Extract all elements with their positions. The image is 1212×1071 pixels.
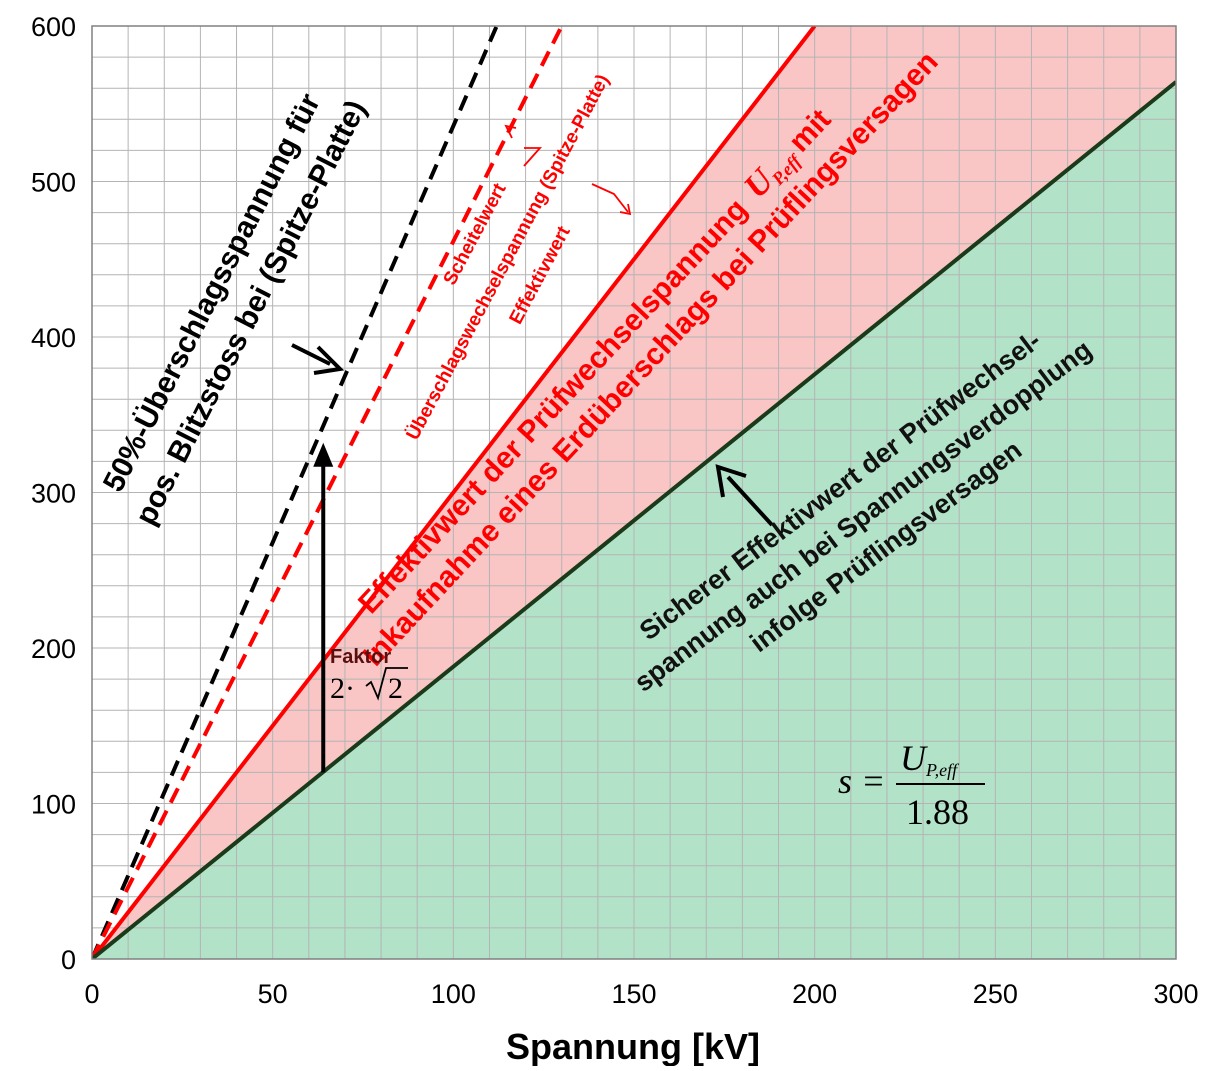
x-tick-label: 100: [431, 979, 476, 1009]
y-tick-label: 0: [61, 945, 76, 975]
x-tick-label: 150: [611, 979, 656, 1009]
y-tick-label: 600: [31, 12, 76, 42]
x-tick-label: 50: [258, 979, 288, 1009]
y-tick-label: 500: [31, 168, 76, 198]
x-tick-label: 300: [1153, 979, 1198, 1009]
faktor-expression: 2·: [330, 672, 355, 705]
impulse-pointer-shaft: [291, 343, 331, 366]
impulse-label-line1: 50%-Überschlagsspannung für: [97, 88, 327, 497]
effektivwert-pointer-head: [619, 203, 632, 216]
y-tick-label: 400: [31, 323, 76, 353]
faktor-arrow-head: [313, 442, 334, 467]
scheitelwert-pointer-head: [504, 124, 517, 139]
effektivwert-pointer: [591, 183, 629, 213]
faktor-root-sign: [365, 667, 408, 701]
y-tick-label: 100: [31, 790, 76, 820]
y-tick-label: 300: [31, 479, 76, 509]
sicher-pointer-shaft: [726, 475, 774, 527]
plot-frame: [91, 25, 1177, 960]
formula-numerator: UP,eff: [900, 738, 960, 780]
faktor-root-value: 2: [388, 672, 403, 705]
x-axis-label: Spannung [kV]: [506, 1026, 760, 1066]
series-line-3: [92, 80, 1176, 959]
faktor-label: Faktor: [330, 646, 391, 668]
series-line-2: [92, 26, 817, 959]
x-tick-label: 200: [792, 979, 837, 1009]
x-tick-label: 250: [973, 979, 1018, 1009]
x-tick-label: 0: [84, 979, 99, 1009]
series-line-0: [92, 26, 499, 959]
sicher-pointer-head: [715, 464, 747, 498]
formula-lhs: s =: [838, 761, 885, 801]
y-tick-label: 200: [31, 634, 76, 664]
impulse-pointer-head: [313, 345, 345, 375]
scheitelwert-pointer: [523, 147, 543, 167]
formula-denominator: 1.88: [906, 792, 969, 832]
impulse-label-line2: pos. Blitzstoss bei (Spitze-Platte): [129, 95, 373, 530]
